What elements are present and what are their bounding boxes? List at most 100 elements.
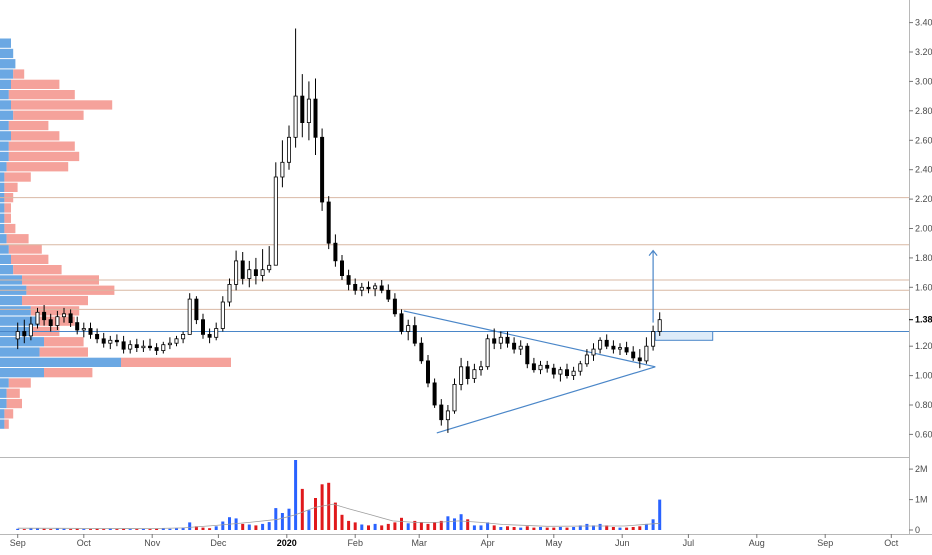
volume-profile-down-bar <box>4 203 11 213</box>
volume-profile-up-bar <box>0 38 11 48</box>
volume-bar-up <box>651 519 655 530</box>
volume-profile-up-bar <box>0 409 5 419</box>
volume-bar-up <box>499 527 503 530</box>
volume-axis-label: 1M <box>915 495 928 505</box>
volume-profile-down-bar <box>13 69 25 79</box>
candle-up <box>55 316 60 326</box>
volume-bar-down <box>605 525 609 530</box>
candle-up <box>247 269 252 279</box>
volume-profile-up-bar <box>0 213 5 223</box>
time-axis-label: Oct <box>884 538 899 548</box>
candle-down <box>392 298 397 315</box>
volume-profile-up-bar <box>0 59 16 69</box>
volume-bar-down <box>506 526 509 530</box>
candle-down <box>412 325 417 344</box>
candle-up <box>406 325 411 332</box>
volume-moving-average-line <box>17 503 660 529</box>
volume-bar-up <box>141 528 145 530</box>
volume-profile-down-bar <box>44 337 84 347</box>
volume-axis-label: 0 <box>915 525 920 535</box>
candle-down <box>611 345 616 350</box>
candle-up <box>598 339 603 350</box>
volume-bar-down <box>631 527 635 530</box>
volume-bar-down <box>42 528 46 530</box>
candle-down <box>22 331 27 337</box>
price-axis-label: 0.60 <box>915 429 932 439</box>
volume-bar-down <box>89 529 92 530</box>
volume-profile-up-bar <box>0 254 11 264</box>
volume-bar-up <box>539 527 542 530</box>
price-axis-label: 2.20 <box>915 194 932 204</box>
volume-profile-down-bar <box>8 378 31 388</box>
candle-down <box>512 342 517 350</box>
volume-bar-down <box>393 522 397 530</box>
time-axis-label: May <box>545 538 563 548</box>
candle-up <box>306 98 311 123</box>
time-axis-label: Jun <box>615 538 630 548</box>
volume-bar-up <box>247 524 251 530</box>
volume-bar-up <box>287 508 291 530</box>
volume-bar-up <box>29 528 33 530</box>
candle-down <box>346 275 351 285</box>
candle-down <box>624 347 629 353</box>
volume-bar-down <box>314 498 317 530</box>
volume-profile-down-bar <box>4 182 18 192</box>
candle-down <box>425 360 430 384</box>
volume-profile-up-bar <box>0 48 14 59</box>
candle-up <box>293 95 298 138</box>
volume-bar-down <box>433 522 437 530</box>
volume-bar-down <box>201 527 205 530</box>
volume-bar-up <box>406 523 410 530</box>
volume-bar-up <box>486 522 490 530</box>
drawings-layer <box>403 249 714 434</box>
price-axis-label: 1.20 <box>915 341 932 351</box>
volume-bar-up <box>62 528 66 530</box>
candle-up <box>220 301 225 329</box>
volume-profile-up-bar <box>0 306 31 316</box>
candle-up <box>260 269 265 277</box>
candle-up <box>81 328 86 331</box>
candle-down <box>631 351 636 359</box>
price-axis-label: 2.00 <box>915 224 932 234</box>
candle-up <box>187 298 192 335</box>
volume-profile-up-bar <box>0 100 11 110</box>
candle-up <box>518 345 523 350</box>
candle-up <box>108 339 113 344</box>
volume-bar-down <box>611 527 615 530</box>
candles-layer <box>15 28 662 433</box>
volume-profile-down-bar <box>11 131 60 141</box>
candle-down <box>439 404 444 421</box>
volume-profile-down-bar <box>6 398 22 409</box>
volume-bar-up <box>261 523 265 530</box>
volume-bar-up <box>214 526 218 530</box>
volume-profile-down-bar <box>30 306 80 316</box>
volume-profile-down-bar <box>11 79 60 89</box>
volume-bar-up <box>572 527 576 530</box>
volume-bar-down <box>241 523 245 530</box>
volume-bar-up <box>228 517 231 530</box>
volume-bar-up <box>234 518 238 530</box>
volume-profile-up-bar <box>0 378 9 388</box>
candle-up <box>373 285 378 290</box>
volume-bar-down <box>400 517 403 530</box>
candle-up <box>651 331 656 347</box>
candle-up <box>267 264 272 271</box>
candle-down <box>326 201 331 244</box>
volume-profile-up-bar <box>0 90 9 100</box>
volume-profile-up-bar <box>0 141 9 151</box>
volume-profile-down-bar <box>11 254 49 264</box>
volume-profile-up-bar <box>0 79 11 89</box>
volume-bar-down <box>426 523 430 530</box>
candle-up <box>181 333 186 340</box>
candle-down <box>419 342 424 362</box>
volume-profile-down-bar <box>8 120 49 131</box>
volume-profile-up-bar <box>0 131 11 141</box>
candle-down <box>525 345 530 365</box>
volume-bar-up <box>55 528 59 530</box>
time-axis-label: Feb <box>347 538 363 548</box>
price-axis-label: 2.80 <box>915 106 932 116</box>
candle-down <box>154 347 159 351</box>
volume-profile-down-bar <box>8 151 80 162</box>
candle-down <box>42 311 47 321</box>
volume-bar-down <box>466 519 470 530</box>
